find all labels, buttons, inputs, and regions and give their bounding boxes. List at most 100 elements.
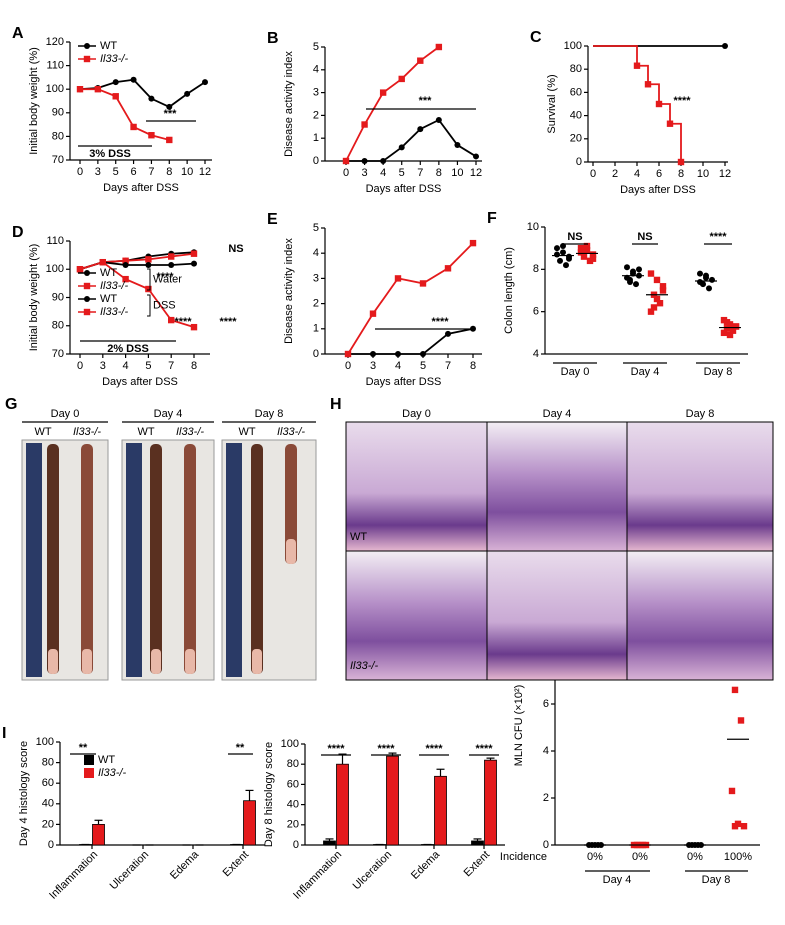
incidence-value: 100%: [724, 851, 752, 863]
x-tick-label: 4: [634, 168, 640, 180]
marker: [145, 262, 152, 269]
x-tick-label: Ulceration: [108, 849, 152, 893]
x-tick-label: 7: [417, 167, 423, 179]
legend-label: WT: [100, 293, 117, 305]
legend-bracket: [147, 294, 151, 317]
marker: [624, 264, 630, 271]
legend-label: WT: [98, 754, 115, 766]
marker: [563, 262, 569, 269]
annotation: ****: [327, 743, 345, 755]
y-tick-label: 100: [564, 40, 582, 52]
marker: [731, 823, 739, 830]
y-axis-label: Disease activity index: [283, 238, 295, 344]
x-tick-label: Inflammation: [47, 849, 100, 902]
y-tick-label: 60: [287, 778, 299, 790]
bar: [323, 840, 336, 846]
marker: [624, 274, 630, 281]
marker: [369, 310, 377, 317]
x-tick-label: 4: [123, 360, 129, 372]
panel-label: D: [12, 224, 24, 241]
genotype-label: Il33-/-: [73, 426, 101, 438]
marker: [723, 319, 731, 326]
marker: [566, 255, 572, 262]
panel-label: E: [267, 211, 278, 228]
x-tick-label: 10: [181, 166, 193, 178]
annotation: NS: [228, 243, 243, 255]
marker: [722, 43, 728, 49]
marker: [469, 239, 477, 247]
colon: [251, 444, 263, 674]
y-tick-label: 6: [543, 698, 549, 710]
marker: [636, 266, 642, 273]
x-tick-label: 12: [719, 168, 731, 180]
legend-label: Il33-/-: [100, 53, 128, 65]
marker: [589, 255, 597, 262]
colon-tip: [151, 649, 161, 674]
y-tick-label: 20: [570, 133, 582, 145]
genotype-label: WT: [350, 531, 367, 543]
marker: [395, 351, 401, 357]
legend-marker: [83, 308, 91, 316]
x-tick-label: Extent: [221, 849, 252, 880]
x-tick-label: 0: [77, 360, 83, 372]
marker: [122, 275, 129, 283]
y-tick-label: 100: [46, 83, 64, 95]
y-tick-label: 100: [281, 738, 299, 750]
x-tick-label: Edema: [409, 848, 443, 882]
x-tick-label: 8: [166, 166, 172, 178]
histology-image: [345, 550, 488, 681]
marker: [577, 244, 585, 252]
marker: [697, 270, 703, 277]
x-axis-label: Days after DSS: [103, 182, 179, 194]
y-tick-label: 70: [52, 154, 64, 166]
y-tick-label: 2: [543, 792, 549, 804]
colon-tip: [48, 649, 58, 674]
marker: [729, 327, 737, 334]
day-label: Day 8: [686, 408, 715, 420]
marker: [420, 351, 426, 357]
y-tick-label: 90: [52, 291, 64, 303]
colon-tip: [82, 649, 92, 674]
y-tick-label: 0: [576, 156, 582, 168]
bar: [484, 759, 497, 846]
annotation: ****: [219, 316, 237, 328]
marker: [190, 250, 198, 257]
y-axis-label: Survival (%): [546, 74, 558, 133]
bar: [373, 844, 386, 846]
x-tick-label: 2: [612, 168, 618, 180]
panel-label: I: [2, 725, 6, 742]
annotation: NS: [637, 231, 652, 243]
bar: [230, 844, 243, 846]
marker: [168, 262, 175, 269]
bar: [92, 824, 105, 846]
y-tick-label: 6: [533, 306, 539, 318]
x-tick-label: Inflammation: [291, 849, 344, 902]
marker: [191, 260, 197, 267]
annotation: 2% DSS: [107, 343, 149, 355]
marker: [677, 158, 685, 166]
marker: [166, 103, 173, 110]
marker: [398, 144, 405, 151]
y-tick-label: 40: [42, 798, 54, 810]
marker: [666, 120, 674, 127]
y-tick-label: 90: [52, 107, 64, 119]
marker: [148, 132, 155, 139]
marker: [445, 330, 451, 337]
panel-label: H: [330, 396, 342, 413]
histology-image: [486, 421, 628, 552]
x-axis-label: Days after DSS: [366, 183, 442, 195]
annotation: ****: [377, 743, 395, 755]
colon: [47, 444, 59, 674]
marker: [650, 304, 658, 311]
x-tick-label: Ulceration: [351, 849, 395, 893]
annotation: ****: [673, 95, 691, 107]
x-axis-label: Days after DSS: [366, 376, 442, 388]
y-tick-label: 60: [570, 86, 582, 98]
marker: [419, 280, 427, 287]
y-tick-label: 100: [36, 736, 54, 748]
marker: [653, 276, 661, 284]
ruler: [226, 443, 242, 677]
group-label: Day 4: [631, 366, 660, 378]
y-tick-label: 3: [313, 272, 319, 284]
